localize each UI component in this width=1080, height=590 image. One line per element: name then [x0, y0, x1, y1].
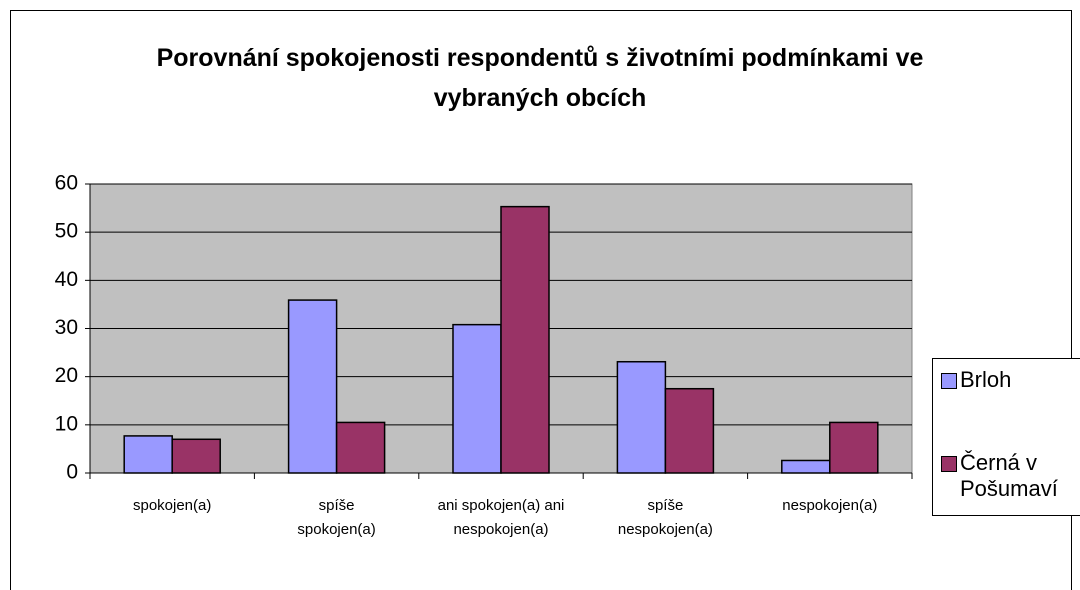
legend: Brloh Černá v Pošumaví [932, 358, 1080, 516]
x-tick-label: nespokojen(a) [782, 497, 878, 514]
bar [500, 205, 550, 474]
bar [123, 435, 173, 474]
y-tick-label: 10 [55, 412, 78, 435]
bar [829, 421, 879, 474]
bar [664, 387, 715, 474]
bar [171, 438, 221, 474]
y-tick-label: 40 [55, 268, 78, 291]
legend-swatch [941, 456, 957, 472]
y-tick-label: 50 [55, 220, 78, 243]
legend-item: Brloh [941, 367, 1060, 393]
x-tick-label: spíše nespokojen(a) [617, 497, 713, 538]
legend-label: Brloh [960, 367, 1012, 392]
chart-title: Porovnání spokojenosti respondentů s živ… [156, 44, 924, 112]
bar [452, 323, 502, 474]
chart-frame [10, 10, 1072, 590]
legend-swatch [941, 373, 957, 389]
bar [781, 459, 831, 474]
x-tick-label: spokojen(a) [132, 497, 212, 514]
y-tick-label: 0 [66, 461, 78, 484]
legend-label: Černá v Pošumaví [960, 450, 1058, 501]
x-tick-label: ani spokojen(a) ani nespokojen(a) [437, 497, 565, 538]
legend-item: Černá v Pošumaví [941, 450, 1060, 502]
y-tick-label: 60 [55, 172, 78, 195]
bar [335, 421, 386, 474]
x-tick-label: spíše spokojen(a) [297, 497, 376, 538]
y-tick-label: 20 [55, 364, 78, 387]
bar [287, 299, 338, 474]
y-tick-label: 30 [55, 316, 78, 339]
bar [616, 360, 667, 474]
